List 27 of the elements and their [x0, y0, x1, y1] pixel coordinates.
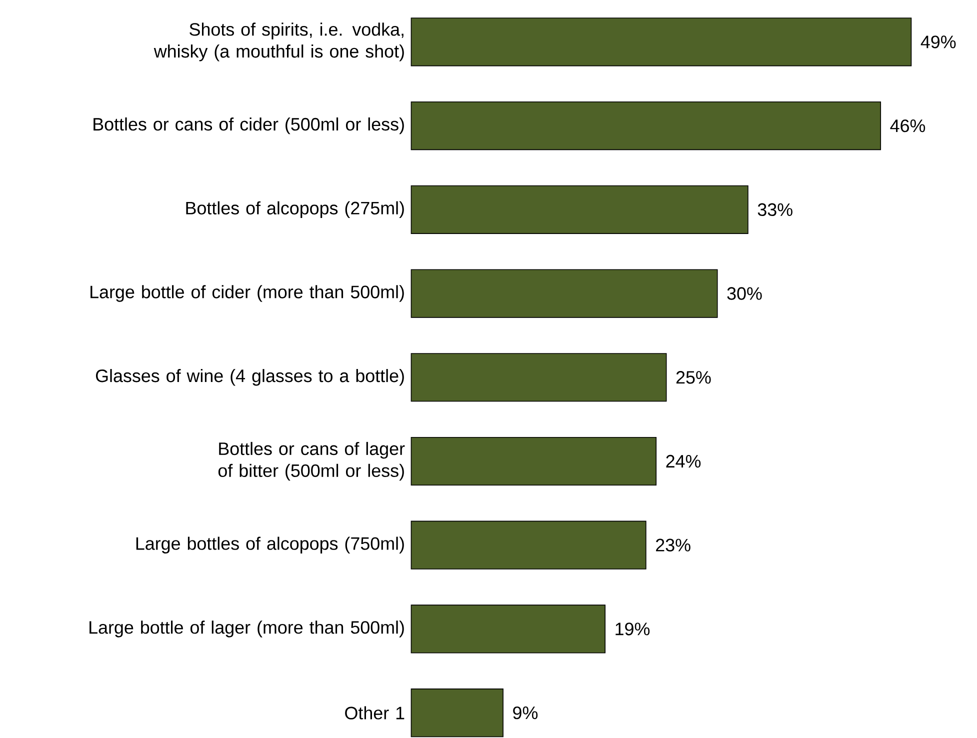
- data-label: 24%: [666, 454, 701, 468]
- y-tick-label: Large bottles of alcopops (750ml): [136, 536, 404, 554]
- bar: [410, 102, 882, 150]
- data-label: 49%: [920, 36, 956, 48]
- data-label: 33%: [758, 203, 792, 216]
- data-label: 9%: [513, 706, 538, 720]
- y-tick-label: Glasses of wine (4 glasses to a bottle): [96, 369, 404, 386]
- bar: [410, 353, 667, 402]
- y-tick-label: Shots of spirits, i.e. vodka, whisky (a mouthful is one shot): [154, 22, 404, 62]
- y-tick-label: Large bottle of lager (more than 500ml): [90, 620, 404, 638]
- data-label: 23%: [656, 538, 690, 552]
- y-tick-label: Bottles or cans of cider (500ml or less): [94, 117, 404, 134]
- bar: [410, 604, 606, 654]
- data-label: 19%: [616, 622, 650, 636]
- data-label: 25%: [676, 371, 711, 384]
- y-tick-label: Bottles or cans of lager of bitter (500ml or less): [218, 442, 405, 481]
- data-label: 46%: [890, 119, 926, 132]
- y-tick-label: Other 1: [345, 706, 404, 720]
- bar: [410, 18, 912, 66]
- bar: [410, 436, 657, 486]
- bar: [410, 185, 748, 234]
- bar: [410, 688, 504, 738]
- y-tick-label: Large bottle of cider (more than 500ml): [90, 285, 404, 302]
- bar: [410, 269, 718, 318]
- data-label: 30%: [727, 287, 762, 300]
- y-tick-label: Bottles of alcopops (275ml): [186, 201, 404, 218]
- bar: [410, 520, 646, 570]
